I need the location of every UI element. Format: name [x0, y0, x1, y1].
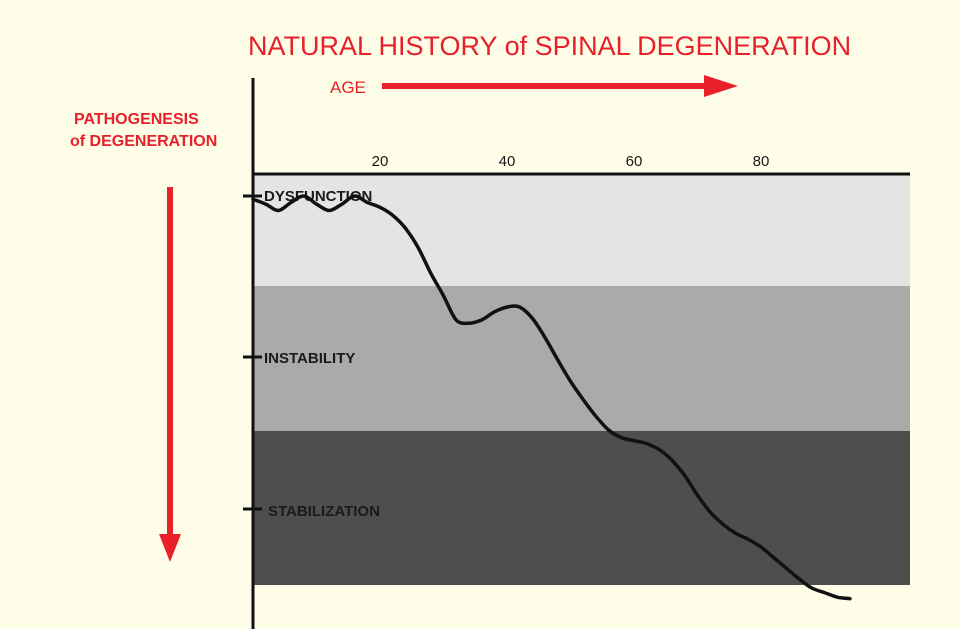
x-tick-label-80: 80 [753, 153, 770, 170]
x-axis-label: AGE [330, 78, 366, 97]
zone-band-dysfunction [253, 174, 910, 286]
zone-label-instability: INSTABILITY [264, 350, 355, 367]
chart-title: NATURAL HISTORY of SPINAL DEGENERATION [248, 31, 851, 61]
x-tick-label-60: 60 [626, 153, 643, 170]
zone-band-stabilization [253, 431, 910, 585]
degeneration-curve [251, 194, 852, 601]
x-tick-label-40: 40 [499, 153, 516, 170]
zone-band-instability [253, 286, 910, 431]
pathogenesis-arrow-head [159, 534, 181, 562]
x-tick-label-20: 20 [372, 153, 389, 170]
y-axis-label-line2: of DEGENERATION [70, 133, 217, 150]
zone-label-stabilization: STABILIZATION [268, 503, 380, 520]
age-arrow-shaft [382, 83, 707, 89]
x-tick-labels: 20 40 60 80 [372, 153, 770, 170]
age-arrow-head [704, 75, 738, 97]
pathogenesis-arrow-shaft [167, 187, 173, 537]
y-axis-label-line1: PATHOGENESIS [74, 111, 199, 128]
